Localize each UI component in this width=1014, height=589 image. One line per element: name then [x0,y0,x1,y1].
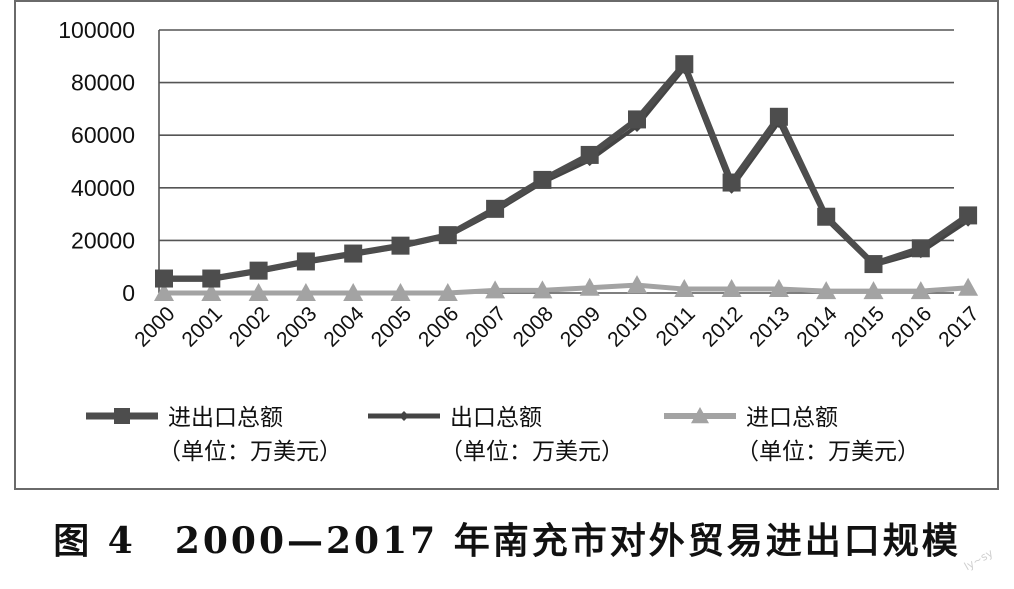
data-point [343,283,364,301]
data-point [768,279,789,298]
x-tick-label: 2003 [272,302,321,351]
x-tick-label: 2001 [178,302,227,351]
y-tick-label: 0 [122,280,135,306]
data-point [248,283,269,301]
data-point [154,283,174,301]
data-point [674,279,695,298]
data-point [391,236,410,255]
legend-label: 进口总额 [746,405,838,431]
legend-entry-0: 进出口总额 （单位：万美元） [86,405,342,465]
series-line [164,66,970,282]
legend-swatch-marker [399,411,409,421]
data-point [958,277,979,296]
data-point [580,145,599,164]
x-tick-label: 2000 [130,302,179,351]
y-tick-label: 40000 [71,175,135,201]
data-point [437,283,458,301]
x-tick-label: 2007 [461,302,510,351]
data-point [910,281,931,300]
legend-entry-1: 出口总额 （单位：万美元） [368,405,624,465]
data-point [486,199,505,218]
legend: 进出口总额 （单位：万美元） 出口总额 （单位：万美元） 进口总额 （单位：万美元） [86,405,920,465]
trade-line-chart: 0 20000 40000 60000 80000 100000 200020012002… [58,17,983,465]
y-tick-label: 100000 [58,17,135,43]
data-point [769,107,788,126]
y-tick-label: 20000 [71,227,135,253]
data-point [864,255,883,274]
legend-label: 进出口总额 [168,405,283,431]
legend-entry-2: 进口总额 （单位：万美元） [664,405,920,465]
x-tick-label: 2008 [509,302,558,351]
data-point [675,55,694,74]
x-tick-label: 2009 [556,302,605,351]
data-point [155,269,173,288]
x-tick-label: 2016 [887,302,936,351]
x-tick-label: 2010 [603,302,652,351]
data-point [438,226,457,245]
data-point [579,277,600,296]
grid [159,29,954,294]
data-point [390,283,411,301]
x-tick-label: 2017 [934,302,983,351]
x-tick-label: 2011 [652,302,700,350]
y-axis: 0 20000 40000 60000 80000 100000 [58,17,160,306]
legend-unit-note: （单位：万美元） [736,439,920,465]
y-tick-label: 80000 [71,70,135,96]
x-tick-label: 2015 [840,302,889,351]
x-tick-label: 2014 [792,302,842,352]
legend-swatch-marker [691,407,709,424]
legend-unit-note: （单位：万美元） [158,439,342,465]
x-tick-label: 2012 [698,302,747,351]
data-point [533,170,552,189]
data-point [816,281,837,300]
data-point [863,281,884,300]
x-tick-label: 2005 [367,302,416,351]
x-tick-label: 2013 [745,302,794,351]
legend-swatch-marker [114,408,130,424]
data-point [295,283,316,301]
data-point [628,110,646,129]
series-2 [154,275,979,301]
x-tick-label: 2002 [225,302,274,351]
data-point [296,252,315,271]
data-point [721,279,742,298]
series-line [164,282,969,296]
chart-frame: 0 20000 40000 60000 80000 100000 2000 2001 2002… [14,0,999,490]
legend-label: 出口总额 [450,405,542,431]
data-point [817,207,836,226]
series-1 [158,62,975,286]
legend-unit-note: （单位：万美元） [440,439,624,465]
data-point [344,244,363,263]
data-point [201,283,222,301]
data-point [911,239,930,258]
x-axis: 2000200120022003200420052006200720082009… [130,302,983,352]
data-point [202,269,221,288]
data-point [959,206,978,225]
data-point [485,280,506,299]
x-tick-label: 2004 [319,302,369,352]
data-point [532,280,553,299]
data-point [627,275,647,294]
series-layer [154,55,979,301]
x-tick-label: 2006 [414,302,463,351]
series-0 [155,55,978,288]
y-tick-label: 60000 [71,122,135,148]
data-point [722,173,741,192]
figure-caption: 图 4 2000—2017 年南充市对外贸易进出口规模 [53,520,961,562]
data-point [249,261,268,280]
